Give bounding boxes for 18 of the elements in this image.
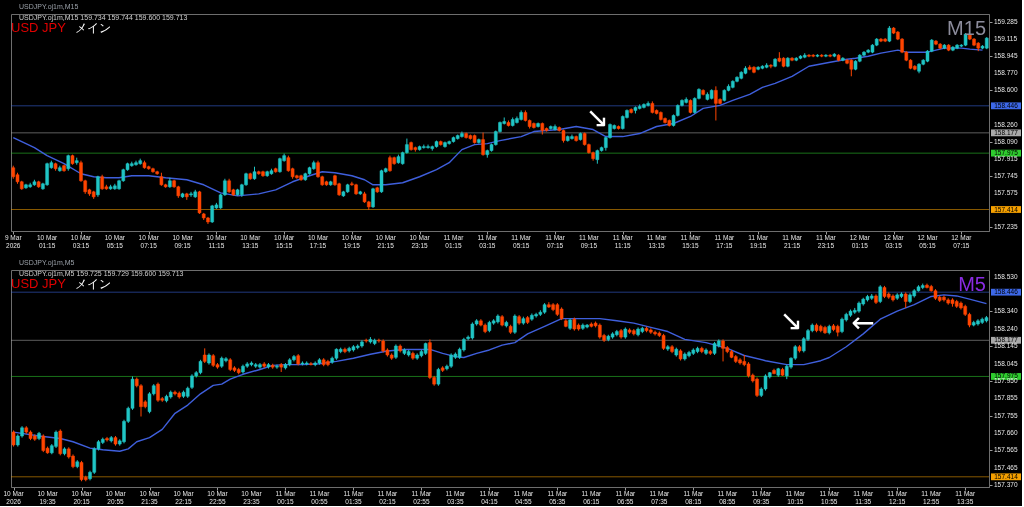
annotation: ← (851, 306, 875, 339)
text: メイン (75, 277, 111, 291)
candlestick (275, 364, 279, 370)
candlestick (721, 338, 725, 362)
candlestick (714, 85, 718, 121)
text: メイン (75, 21, 111, 35)
candlestick (79, 460, 84, 482)
annotation: M5 (958, 273, 986, 295)
candlestick (189, 191, 193, 198)
candlestick (58, 428, 63, 456)
annotation: ↘ (779, 304, 803, 337)
candlestick (513, 313, 517, 335)
line-series (12, 47, 984, 197)
annotation: ↘ (585, 101, 609, 134)
candlestick (426, 144, 430, 150)
candlestick (769, 63, 773, 69)
annotation: M15 (947, 17, 986, 39)
candlestick (481, 132, 485, 157)
